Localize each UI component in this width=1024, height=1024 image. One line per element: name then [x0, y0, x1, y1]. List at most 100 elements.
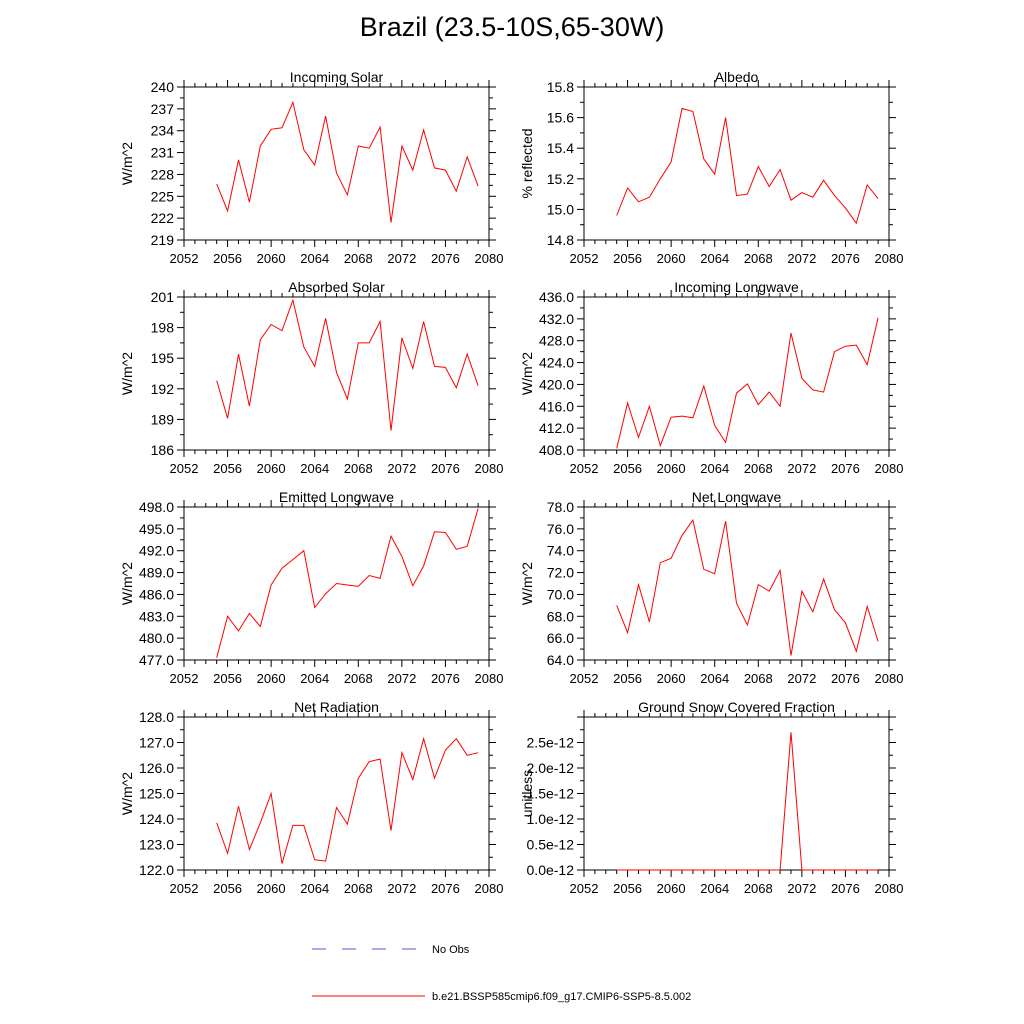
- y-tick-label: 15.2: [547, 171, 574, 187]
- y-tick-label: 228: [151, 166, 175, 182]
- series-line: [216, 736, 479, 864]
- y-tick-label: 408.0: [539, 442, 574, 458]
- y-tick-label: 78.0: [547, 499, 574, 515]
- y-tick-label: 195: [151, 350, 175, 366]
- x-tick-label: 2076: [431, 251, 460, 266]
- y-tick-label: 186: [151, 442, 175, 458]
- series-line: [216, 100, 479, 223]
- x-tick-label: 2052: [170, 881, 199, 896]
- panel-group: Incoming Solar W/m^2 2052 2056 2060 2064 2068 2…: [119, 69, 903, 896]
- x-tick-label: 2052: [570, 881, 599, 896]
- x-tick-label: 2060: [657, 251, 686, 266]
- x-tick-label: 2076: [831, 461, 860, 476]
- y-tick-label: 498.0: [139, 499, 174, 515]
- y-tick-label: 486.0: [139, 586, 174, 602]
- x-tick-label: 2064: [300, 461, 329, 476]
- x-tick-label: 2064: [700, 461, 729, 476]
- y-tick-label: 234: [151, 123, 175, 139]
- x-tick-label: 2080: [875, 461, 904, 476]
- x-tick-label: 2068: [344, 671, 373, 686]
- panel-title: Absorbed Solar: [288, 279, 385, 295]
- y-tick-label: 492.0: [139, 543, 174, 559]
- y-tick-label: 201: [151, 289, 175, 305]
- panel-emitted-longwave: Emitted Longwave W/m^2 2052 2056 2060 2064 206…: [119, 489, 503, 686]
- y-tick-label: 424.0: [539, 355, 574, 371]
- x-tick-label: 2052: [570, 251, 599, 266]
- x-tick-label: 2080: [475, 461, 504, 476]
- y-axis-label: W/m^2: [119, 352, 135, 395]
- y-tick-label: 64.0: [547, 652, 574, 668]
- panel-title: Incoming Solar: [290, 69, 384, 85]
- series-line: [216, 508, 479, 658]
- x-tick-label: 2076: [831, 251, 860, 266]
- y-tick-label: 432.0: [539, 311, 574, 327]
- series-line: [616, 107, 879, 225]
- x-tick-label: 2064: [700, 251, 729, 266]
- y-axis-label: W/m^2: [119, 562, 135, 605]
- legend-model-label: b.e21.BSSP585cmip6.f09_g17.CMIP6-SSP5-8.…: [432, 991, 691, 1003]
- panel-title: Emitted Longwave: [279, 489, 394, 505]
- x-tick-label: 2056: [213, 881, 242, 896]
- x-tick-label: 2068: [344, 881, 373, 896]
- y-tick-label: 15.8: [547, 79, 574, 95]
- x-tick-label: 2056: [613, 881, 642, 896]
- y-tick-label: 0.5e-12: [527, 837, 575, 853]
- x-tick-label: 2068: [744, 461, 773, 476]
- y-tick-label: 477.0: [139, 652, 174, 668]
- panel-albedo: Albedo % reflected 2052 2056 2060 2064 2068 207…: [519, 69, 903, 266]
- y-tick-label: 125.0: [139, 786, 174, 802]
- y-tick-label: 412.0: [539, 420, 574, 436]
- plot-frame: [583, 506, 890, 661]
- y-tick-label: 74.0: [547, 543, 574, 559]
- x-tick-label: 2080: [475, 671, 504, 686]
- y-axis-label: W/m^2: [119, 772, 135, 815]
- y-tick-label: 416.0: [539, 398, 574, 414]
- x-tick-label: 2056: [213, 461, 242, 476]
- y-tick-label: 68.0: [547, 608, 574, 624]
- y-tick-label: 198: [151, 320, 175, 336]
- y-axis-label: unitless: [519, 770, 535, 817]
- x-tick-label: 2080: [475, 251, 504, 266]
- x-tick-label: 2060: [257, 671, 286, 686]
- y-tick-label: 128.0: [139, 709, 174, 725]
- x-tick-label: 2068: [744, 251, 773, 266]
- x-tick-label: 2052: [170, 671, 199, 686]
- x-tick-label: 2068: [744, 881, 773, 896]
- panel-title: Ground Snow Covered Fraction: [638, 699, 835, 715]
- x-tick-label: 2068: [344, 461, 373, 476]
- x-tick-label: 2064: [700, 881, 729, 896]
- y-tick-label: 240: [151, 79, 175, 95]
- panel-title: Net Longwave: [692, 489, 782, 505]
- x-tick-label: 2072: [787, 251, 816, 266]
- x-tick-label: 2076: [431, 461, 460, 476]
- x-tick-label: 2060: [657, 881, 686, 896]
- y-tick-label: 127.0: [139, 735, 174, 751]
- plot-frame: [183, 86, 490, 241]
- x-tick-label: 2056: [213, 251, 242, 266]
- y-axis-label: W/m^2: [519, 562, 535, 605]
- y-tick-label: 76.0: [547, 521, 574, 537]
- y-tick-label: 126.0: [139, 760, 174, 776]
- x-tick-label: 2052: [570, 461, 599, 476]
- x-tick-label: 2080: [875, 251, 904, 266]
- series-line: [616, 317, 879, 449]
- x-tick-label: 2080: [875, 671, 904, 686]
- y-tick-label: 14.8: [547, 232, 574, 248]
- x-tick-label: 2052: [170, 251, 199, 266]
- x-tick-label: 2072: [787, 881, 816, 896]
- x-tick-label: 2072: [387, 251, 416, 266]
- y-tick-label: 124.0: [139, 811, 174, 827]
- legend-obs-label: No Obs: [432, 944, 470, 956]
- x-tick-label: 2068: [344, 251, 373, 266]
- y-axis-label: W/m^2: [119, 142, 135, 185]
- series-line: [616, 732, 879, 871]
- x-tick-label: 2056: [613, 251, 642, 266]
- x-tick-label: 2060: [657, 461, 686, 476]
- panel-ground-snow-covered-fraction: Ground Snow Covered Fraction unitless 2052…: [519, 699, 903, 896]
- x-tick-label: 2064: [300, 671, 329, 686]
- y-tick-label: 2.5e-12: [527, 735, 575, 751]
- panel-title: Albedo: [715, 69, 759, 85]
- panel-incoming-solar: Incoming Solar W/m^2 2052 2056 2060 2064 2068 2…: [119, 69, 503, 266]
- x-tick-label: 2060: [257, 251, 286, 266]
- y-tick-label: 420.0: [539, 376, 574, 392]
